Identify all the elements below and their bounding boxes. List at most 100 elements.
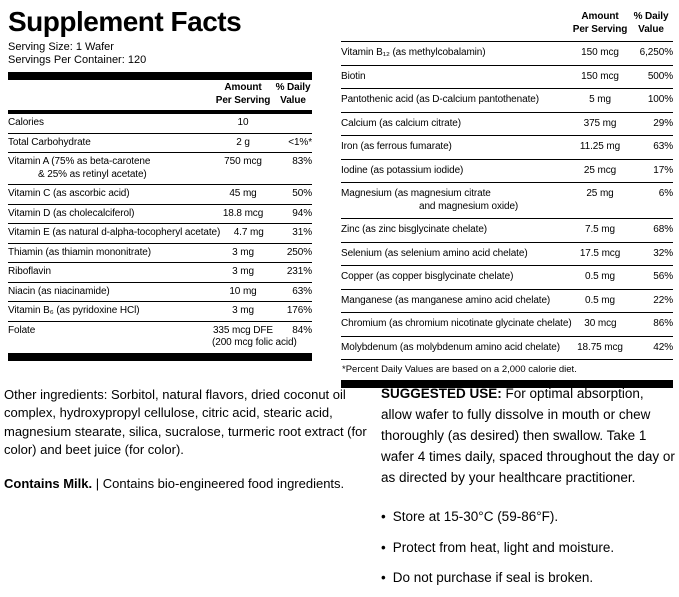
nutrient-amount: 3 mg <box>232 246 254 258</box>
amount-header-line1: Amount <box>581 11 619 22</box>
nutrient-dv: 176% <box>286 305 312 316</box>
table-row: Zinc (as zinc bisglycinate chelate) 7.5 … <box>341 219 673 243</box>
table-row: Riboflavin 3 mg 231% <box>8 263 312 283</box>
supplement-facts-panel-right: Amount Per Serving % Daily Value Vitamin… <box>341 6 673 388</box>
nutrient-dv: 86% <box>653 318 673 329</box>
nutrient-dv: 6,250% <box>639 47 673 58</box>
contains-statement: Contains Milk. | Contains bio-engineered… <box>4 475 378 493</box>
nutrient-amount: 0.5 mg <box>585 294 615 306</box>
nutrient-name: Selenium (as selenium amino acid chelate… <box>341 247 528 259</box>
nutrient-amount: 17.5 mcg <box>579 247 621 259</box>
nutrient-amount: 4.7 mg <box>233 227 264 238</box>
nutrient-name: Pantothenic acid (as D-calcium pantothen… <box>341 94 539 105</box>
table-row: Copper (as copper bisglycinate chelate) … <box>341 266 673 290</box>
thick-divider <box>341 380 673 388</box>
amount-header-line1: Amount <box>224 82 262 93</box>
protection-instruction: • Protect from heat, light and moisture. <box>381 538 677 559</box>
nutrient-dv: 68% <box>653 224 673 235</box>
serving-size: Serving Size: 1 Wafer <box>8 41 114 53</box>
supplement-facts-panel-left: Supplement Facts Serving Size: 1 Wafer S… <box>8 6 312 361</box>
seal-warning-text: Do not purchase if seal is broken. <box>392 570 594 586</box>
nutrient-dv: 22% <box>653 294 673 306</box>
nutrient-name: Manganese (as manganese amino acid chela… <box>341 294 551 306</box>
nutrient-name: Vitamin B₁₂ (as methylcobalamin) <box>341 47 486 58</box>
table-row: Vitamin D (as cholecalciferol) 18.8 mcg … <box>8 205 312 224</box>
nutrient-dv: 500% <box>647 70 673 82</box>
right-table-header: Amount Per Serving % Daily Value <box>341 6 673 42</box>
nutrient-name: Riboflavin <box>8 266 51 277</box>
nutrient-name: Chromium (as chromium nicotinate glycina… <box>341 318 572 329</box>
nutrient-name: Vitamin B₆ (as pyridoxine HCl) <box>8 305 140 316</box>
table-row: Iodine (as potassium iodide) 25 mcg 17% <box>341 160 673 183</box>
nutrient-dv: 50% <box>292 188 312 199</box>
bullet-icon: • <box>381 570 386 586</box>
nutrient-name: Vitamin E (as natural d-alpha-tocopheryl… <box>8 227 221 238</box>
storage-instruction-text: Store at 15-30°C (59-86°F). <box>392 508 559 524</box>
bullet-icon: • <box>381 508 386 524</box>
table-row: Vitamin B₆ (as pyridoxine HCl) 3 mg 176% <box>8 302 312 322</box>
table-row: Iron (as ferrous fumarate) 11.25 mg 63% <box>341 136 673 160</box>
amount-column-header: Amount Per Serving <box>212 82 274 107</box>
nutrient-dv: 31% <box>292 227 312 238</box>
table-row: Vitamin B₁₂ (as methylcobalamin) 150 mcg… <box>341 42 673 66</box>
nutrient-amount: 10 <box>237 117 249 128</box>
nutrient-name-line1: Magnesium (as magnesium citrate <box>341 188 491 199</box>
nutrient-name: Vitamin A (75% as beta-carotene & 25% as… <box>8 156 212 181</box>
nutrient-amount: 335 mcg DFE (200 mcg folic acid) <box>212 324 297 350</box>
servings-per-container: Servings Per Container: 120 <box>8 54 147 66</box>
nutrient-dv: 17% <box>653 164 673 176</box>
nutrient-name-line1: Vitamin A (75% as beta-carotene <box>8 156 151 167</box>
bioengineered-statement: Contains bio-engineered food ingredients… <box>102 475 345 491</box>
nutrient-dv: <1%* <box>288 136 312 148</box>
nutrient-name: Iron (as ferrous fumarate) <box>341 141 452 152</box>
suggested-use-label: SUGGESTED USE: <box>381 386 502 401</box>
nutrient-amount: 150 mcg <box>581 70 619 82</box>
dv-column-header: % Daily Value <box>629 11 673 36</box>
nutrient-amount: 30 mcg <box>584 318 617 329</box>
other-ingredients-section: Other ingredients: Sorbitol, natural fla… <box>4 386 378 493</box>
amount-header-line2: Per Serving <box>215 94 271 106</box>
nutrient-amount: 2 g <box>236 136 250 148</box>
suggested-use-paragraph: SUGGESTED USE: For optimal absorption, a… <box>381 384 677 489</box>
table-row: Thiamin (as thiamin mononitrate) 3 mg 25… <box>8 244 312 263</box>
nutrient-dv: 32% <box>653 247 673 259</box>
nutrient-dv: 56% <box>653 271 673 282</box>
nutrient-name: Copper (as copper bisglycinate chelate) <box>341 271 514 282</box>
nutrient-name: Niacin (as niacinamide) <box>8 285 110 297</box>
nutrient-dv: 63% <box>292 285 312 297</box>
table-row: Pantothenic acid (as D-calcium pantothen… <box>341 89 673 113</box>
dv-header-line2: Value <box>280 94 306 106</box>
nutrient-amount: 150 mcg <box>581 47 619 58</box>
nutrient-amount: 3 mg <box>232 266 254 277</box>
table-row: Manganese (as manganese amino acid chela… <box>341 290 673 313</box>
dv-header-line1: % Daily <box>633 11 669 22</box>
nutrient-name: Vitamin D (as cholecalciferol) <box>8 207 135 219</box>
nutrient-amount: 18.8 mcg <box>222 207 264 219</box>
nutrient-amount: 25 mg <box>586 188 614 199</box>
nutrient-amount: 11.25 mg <box>579 141 621 152</box>
nutrient-amount: 7.5 mg <box>585 224 615 235</box>
nutrient-dv: 29% <box>653 117 673 129</box>
nutrient-dv: 94% <box>292 207 312 219</box>
nutrient-amount: 10 mg <box>229 285 257 297</box>
dv-column-header: % Daily Value <box>274 82 312 107</box>
panel-title: Supplement Facts <box>8 6 242 37</box>
nutrient-dv: 231% <box>286 266 312 277</box>
other-ingredients-text: Other ingredients: Sorbitol, natural fla… <box>4 387 367 458</box>
nutrient-dv: 6% <box>658 188 673 199</box>
nutrient-name: Iodine (as potassium iodide) <box>341 164 464 176</box>
suggested-use-section: SUGGESTED USE: For optimal absorption, a… <box>381 384 677 589</box>
nutrient-amount-line1: 335 mcg DFE <box>212 324 274 336</box>
dv-header-line2: Value <box>638 23 664 35</box>
table-row: Vitamin C (as ascorbic acid) 45 mg 50% <box>8 185 312 205</box>
protection-instruction-text: Protect from heat, light and moisture. <box>392 539 615 555</box>
nutrient-name: Calories <box>8 117 44 128</box>
nutrient-dv: 42% <box>653 341 673 353</box>
contains-separator: | <box>95 475 100 491</box>
nutrient-name: Biotin <box>341 70 366 82</box>
nutrient-amount: 18.75 mcg <box>577 341 623 353</box>
thick-divider <box>8 352 312 361</box>
nutrient-amount: 3 mg <box>232 305 254 316</box>
seal-warning: • Do not purchase if seal is broken. <box>381 568 677 589</box>
